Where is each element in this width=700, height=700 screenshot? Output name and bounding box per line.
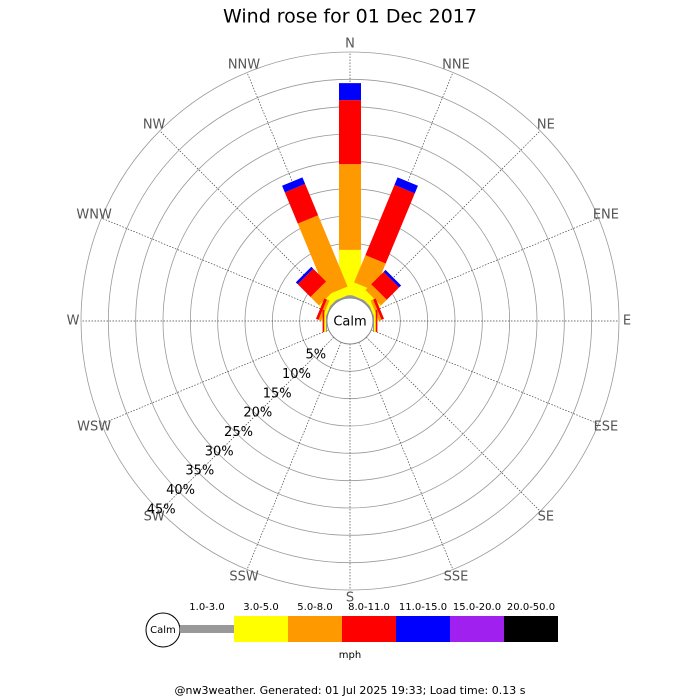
legend-swatch <box>450 616 504 642</box>
legend-swatch <box>234 616 288 642</box>
bar-segment <box>297 215 348 295</box>
bar-segment <box>330 294 352 304</box>
grid-ring <box>80 51 620 591</box>
bar-segment <box>371 271 400 300</box>
ring-label: 40% <box>166 483 195 498</box>
legend-swatch <box>504 616 558 642</box>
spoke <box>246 342 342 570</box>
bar-segment <box>375 310 378 332</box>
bar-segment <box>327 286 351 303</box>
unit-label: mph <box>339 650 361 661</box>
bar-segment <box>394 177 418 194</box>
direction-label: N <box>345 37 355 52</box>
bar-segment <box>322 310 325 332</box>
bar-segment <box>282 177 306 193</box>
calm-circle <box>326 297 374 345</box>
direction-label: SW <box>144 509 165 524</box>
bar-segment <box>297 268 327 298</box>
legend-swatch <box>180 625 234 633</box>
direction-label: NNW <box>228 58 260 73</box>
legend-label: 8.0-11.0 <box>348 602 390 613</box>
spoke <box>366 130 541 305</box>
legend-label: 11.0-15.0 <box>399 602 447 613</box>
ring-label: 45% <box>147 502 176 517</box>
bar-segment <box>339 100 361 165</box>
bar-segment <box>373 298 385 320</box>
ring-label: 35% <box>185 464 214 479</box>
spoke <box>371 217 599 313</box>
ring-label: 20% <box>243 406 272 421</box>
ring-label: 5% <box>306 348 327 363</box>
spoke <box>371 329 599 425</box>
ring-label: 10% <box>282 367 311 382</box>
direction-label: ENE <box>593 207 619 222</box>
ring-label: 30% <box>205 444 234 459</box>
legend-label: 5.0-8.0 <box>297 602 332 613</box>
spoke <box>358 72 454 300</box>
legend-swatch <box>342 616 396 642</box>
chart-title: Wind rose for 01 Dec 2017 <box>223 6 477 28</box>
bar-segment <box>339 83 361 101</box>
spoke <box>159 337 334 512</box>
bar-segment <box>315 298 327 320</box>
legend-label: 3.0-5.0 <box>243 602 278 613</box>
bar-segment <box>365 184 415 264</box>
footer: @nw3weather. Generated: 01 Jul 2025 19:3… <box>175 684 526 697</box>
legend-swatch <box>396 616 450 642</box>
ring-label: 25% <box>224 425 253 440</box>
direction-label: S <box>346 591 354 606</box>
calm-label: Calm <box>333 315 366 330</box>
direction-label: NE <box>537 118 555 133</box>
direction-label: SSW <box>229 569 259 584</box>
legend-label: 20.0-50.0 <box>507 602 555 613</box>
legend-label: 1.0-3.0 <box>189 602 224 613</box>
bar-segment <box>339 164 361 250</box>
legend-swatch <box>288 616 342 642</box>
direction-label: ESE <box>594 420 619 435</box>
bar-segment <box>374 310 376 332</box>
bar-segment <box>295 266 314 285</box>
ring-label: 15% <box>263 386 292 401</box>
direction-label: WNW <box>76 207 112 222</box>
direction-label: NW <box>143 118 166 133</box>
spoke <box>101 329 329 425</box>
bar-segment <box>383 269 402 288</box>
spoke <box>101 217 329 313</box>
direction-label: E <box>623 314 631 329</box>
legend-label: 15.0-20.0 <box>453 602 501 613</box>
direction-label: SE <box>538 509 554 524</box>
grid-ring <box>107 78 593 564</box>
spoke <box>159 130 334 305</box>
spoke <box>366 337 541 512</box>
bar-segment <box>284 183 319 224</box>
direction-label: SSE <box>444 569 469 584</box>
direction-label: W <box>67 314 80 329</box>
direction-label: NNE <box>442 58 470 73</box>
spoke <box>358 342 454 570</box>
legend-calm-label: Calm <box>150 625 176 636</box>
bar-segment <box>365 284 387 306</box>
direction-label: WSW <box>77 420 111 435</box>
